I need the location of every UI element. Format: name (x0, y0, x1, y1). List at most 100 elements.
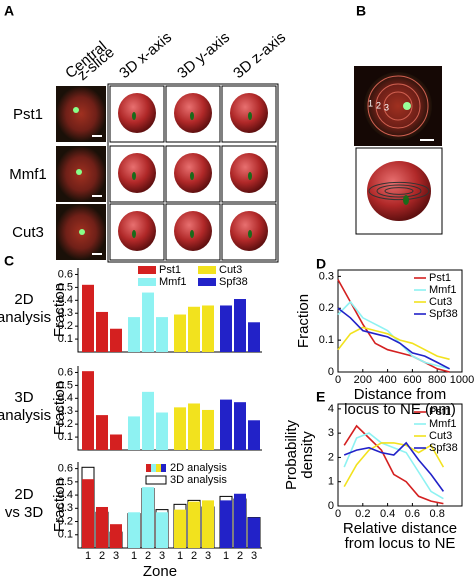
b-sphere (367, 161, 431, 221)
row-label: Cut3 (12, 224, 44, 241)
series-line (343, 424, 444, 505)
plot-frame (337, 403, 463, 507)
x-tick-label: 800 (428, 374, 446, 386)
x-label: Distance from (354, 386, 447, 403)
x-tick-label: 1 (131, 550, 137, 562)
y-tick-label: 0.5 (58, 379, 73, 391)
y-label: Probability (283, 419, 300, 490)
x-tick-label: 200 (354, 374, 372, 386)
y-tick-label: 0.2 (58, 418, 73, 430)
locus-3d (190, 172, 194, 180)
legend-swatch (146, 464, 151, 472)
legend-label: Cut3 (219, 264, 242, 276)
y-tick-label: 0.6 (58, 463, 73, 475)
panel-label: C (4, 253, 14, 269)
legend-label: Pst1 (159, 264, 181, 276)
b-ring (376, 184, 422, 198)
row-title: 2D (14, 486, 33, 503)
b-locus3d (403, 195, 409, 205)
axes (77, 366, 262, 451)
bar (128, 512, 140, 548)
x-tick-label: 400 (378, 374, 396, 386)
y-tick-label: 0.4 (58, 392, 73, 404)
y-tick-label: 0.1 (58, 431, 73, 443)
bar (188, 306, 200, 352)
x-tick-label: 0 (335, 374, 341, 386)
y-tick-label: 0 (328, 366, 334, 378)
y-tick-label: 0.6 (58, 366, 73, 378)
y-label: density (299, 431, 316, 479)
panel-label: B (356, 3, 366, 19)
zone-ring (367, 75, 429, 137)
legend-swatch (138, 278, 156, 286)
series-line (343, 432, 444, 500)
bar (110, 524, 122, 548)
bar (110, 328, 122, 352)
x-tick-label: 2 (99, 550, 105, 562)
legend-swatch (138, 266, 156, 274)
y-tick-label: 0.2 (58, 515, 73, 527)
y-tick-label: 0.5 (58, 476, 73, 488)
bar (128, 416, 140, 450)
bar (220, 399, 232, 450)
x-label: from locus to NE (345, 535, 456, 552)
locus-3d (190, 112, 194, 120)
bar (248, 517, 260, 548)
bar (96, 311, 108, 352)
b-ring (384, 187, 414, 195)
x-tick-label: 3 (251, 550, 257, 562)
series-line (337, 279, 450, 373)
legend-label: Mmf1 (429, 418, 457, 430)
locus-3d (190, 230, 194, 238)
x-tick-label: 600 (403, 374, 421, 386)
y-tick-label: 0.5 (58, 281, 73, 293)
legend-swatch (198, 266, 216, 274)
bar (234, 493, 246, 548)
zone-ring (375, 83, 421, 129)
legend-label: Cut3 (429, 430, 452, 442)
bar (142, 391, 154, 450)
locus-3d (132, 230, 136, 238)
b-glow (364, 72, 432, 140)
zone-ring (383, 91, 413, 121)
y-tick-label: 0.4 (58, 294, 73, 306)
x-tick-label: 0.8 (430, 508, 445, 520)
bar (156, 317, 168, 352)
legend-label: 3D analysis (170, 474, 227, 486)
series-line (337, 326, 450, 361)
bar (96, 415, 108, 450)
column-header: 3D y-axis (174, 29, 233, 82)
x-tick-label: 1 (85, 550, 91, 562)
row-title: analysis (0, 407, 51, 424)
legend-label: Spf38 (219, 276, 248, 288)
panel-label: D (316, 256, 326, 272)
bar (188, 501, 200, 548)
zone-label: 2 (376, 100, 381, 110)
legend-label: 2D analysis (170, 462, 227, 474)
bar (248, 420, 260, 450)
y-tick-label: 0.3 (58, 502, 73, 514)
y-tick-label: 3 (328, 427, 334, 439)
legend-swatch (156, 464, 161, 472)
y-tick-label: 0.1 (319, 334, 334, 346)
series-line (337, 307, 450, 370)
x-tick-label: 1 (223, 550, 229, 562)
x-tick-label: 1000 (450, 374, 474, 386)
x-tick-label: 0.2 (355, 508, 370, 520)
bar (128, 317, 140, 352)
bar (220, 305, 232, 352)
panel-a-frame (107, 83, 279, 263)
plot-frame (337, 269, 463, 373)
bar (220, 500, 232, 548)
legend-label: Mmf1 (429, 284, 457, 296)
locus-3d (248, 172, 252, 180)
legend-swatch (151, 464, 156, 472)
x-label: locus to NE (nm) (344, 401, 456, 418)
y-tick-label: 0.6 (58, 268, 73, 280)
x-tick-label: 3 (159, 550, 165, 562)
bar (82, 284, 94, 352)
bar (156, 512, 168, 548)
y-label: Fraction (51, 478, 68, 532)
bar (248, 322, 260, 352)
